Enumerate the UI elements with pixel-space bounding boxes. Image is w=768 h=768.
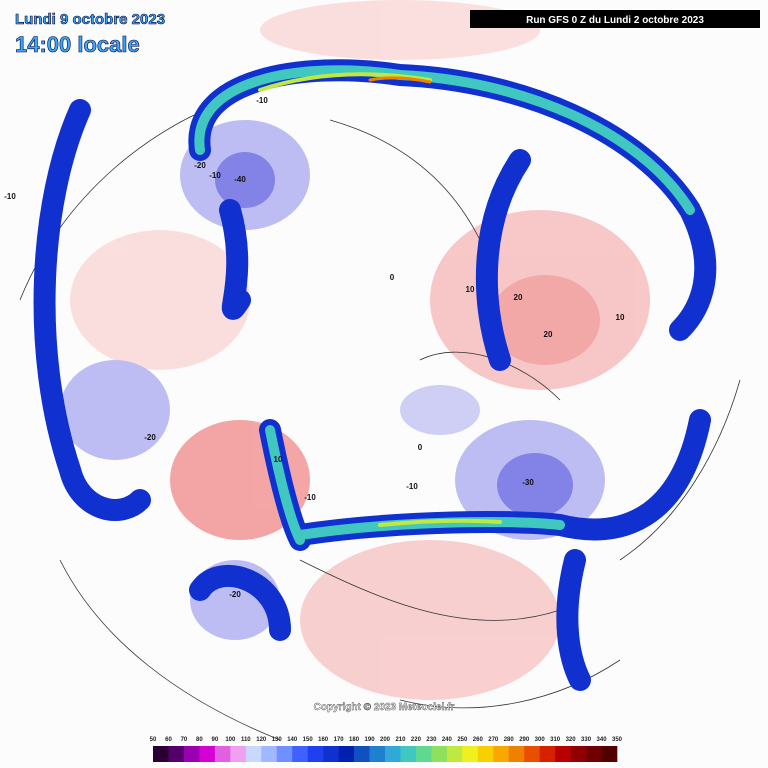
colorbar-label: 120 bbox=[256, 737, 267, 743]
colorbar-label: 90 bbox=[212, 737, 219, 743]
contour-label: 10 bbox=[616, 313, 625, 322]
contour-label: -10 bbox=[304, 493, 316, 502]
contour-label: -20 bbox=[229, 590, 241, 599]
colorbar-label: 60 bbox=[165, 737, 172, 743]
colorbar-label: 80 bbox=[196, 737, 203, 743]
colorbar-label: 240 bbox=[442, 737, 453, 743]
colorbar-swatch bbox=[539, 746, 556, 762]
colorbar-label: 150 bbox=[303, 737, 314, 743]
contour-labels: -40-20-10-10010202010-30-20-20-10100-10-… bbox=[4, 96, 625, 599]
contour-label: -10 bbox=[406, 482, 418, 491]
contour-label: -20 bbox=[144, 433, 156, 442]
colorbar-label: 200 bbox=[380, 737, 391, 743]
colorbar-swatch bbox=[586, 746, 602, 762]
colorbar-swatch bbox=[446, 746, 463, 762]
contour-label: 20 bbox=[544, 330, 553, 339]
colorbar-swatch bbox=[230, 746, 247, 762]
contour-label: 20 bbox=[514, 293, 523, 302]
colorbar-swatch bbox=[276, 746, 293, 762]
colorbar-label: 260 bbox=[473, 737, 484, 743]
jet-streams bbox=[33, 59, 717, 691]
colorbar-swatch bbox=[493, 746, 510, 762]
run-info: Run GFS 0 Z du Lundi 2 octobre 2023 bbox=[526, 15, 704, 26]
colorbar-label: 180 bbox=[349, 737, 360, 743]
colorbar-swatch bbox=[292, 746, 308, 762]
colorbar-swatch bbox=[601, 746, 618, 762]
colorbar-swatch bbox=[168, 746, 185, 762]
colorbar-label: 280 bbox=[504, 737, 515, 743]
colorbar-swatch bbox=[307, 746, 324, 762]
colorbar-swatch bbox=[431, 746, 448, 762]
colorbar: 50 60 70 80 90 100 110 120 130 140 150 160 170 180 190… bbox=[150, 737, 623, 762]
colorbar-swatch bbox=[214, 746, 231, 762]
colorbar-swatch bbox=[354, 746, 370, 762]
colorbar-label: 130 bbox=[272, 737, 283, 743]
colorbar-label: 300 bbox=[535, 737, 546, 743]
colorbar-swatch bbox=[323, 746, 339, 762]
colorbar-swatch bbox=[338, 746, 355, 762]
colorbar-label: 140 bbox=[287, 737, 298, 743]
colorbar-swatch bbox=[153, 746, 169, 762]
colorbar-swatch bbox=[570, 746, 587, 762]
colorbar-swatch bbox=[369, 746, 386, 762]
forecast-time: 14:00 locale bbox=[15, 32, 140, 57]
colorbar-label: 350 bbox=[612, 737, 623, 743]
colorbar-swatch bbox=[400, 746, 417, 762]
colorbar-label: 220 bbox=[411, 737, 422, 743]
anomaly-fields bbox=[60, 0, 650, 700]
colorbar-swatch bbox=[462, 746, 479, 762]
colorbar-label: 290 bbox=[519, 737, 530, 743]
colorbar-label: 230 bbox=[426, 737, 437, 743]
colorbar-label: 320 bbox=[566, 737, 577, 743]
colorbar-label: 70 bbox=[181, 737, 188, 743]
colorbar-swatch bbox=[261, 746, 278, 762]
colorbar-label: 270 bbox=[488, 737, 499, 743]
colorbar-label: 330 bbox=[581, 737, 592, 743]
contour-label: -10 bbox=[4, 192, 16, 201]
contour-label: 10 bbox=[466, 285, 475, 294]
copyright: Copyright © 2023 Meteociel.fr bbox=[314, 702, 455, 713]
colorbar-label: 50 bbox=[150, 737, 157, 743]
contour-label: -20 bbox=[194, 161, 206, 170]
colorbar-swatch bbox=[199, 746, 216, 762]
colorbar-swatch bbox=[245, 746, 262, 762]
colorbar-label: 190 bbox=[365, 737, 376, 743]
colorbar-swatch bbox=[183, 746, 200, 762]
colorbar-label: 170 bbox=[334, 737, 345, 743]
colorbar-swatch bbox=[555, 746, 571, 762]
colorbar-label: 100 bbox=[225, 737, 236, 743]
colorbar-label: 110 bbox=[241, 737, 251, 743]
colorbar-label: 250 bbox=[457, 737, 468, 743]
colorbar-swatch bbox=[477, 746, 494, 762]
contour-label: 0 bbox=[390, 273, 395, 282]
colorbar-swatch bbox=[524, 746, 540, 762]
colorbar-swatch bbox=[385, 746, 401, 762]
contour-label: -10 bbox=[256, 96, 268, 105]
colorbar-label: 160 bbox=[318, 737, 329, 743]
contour-label: -10 bbox=[209, 171, 221, 180]
contour-label: 0 bbox=[418, 443, 423, 452]
forecast-date: Lundi 9 octobre 2023 bbox=[15, 11, 165, 28]
contour-label: -40 bbox=[234, 175, 246, 184]
contour-label: -30 bbox=[522, 478, 534, 487]
colorbar-swatch bbox=[415, 746, 432, 762]
colorbar-swatch bbox=[508, 746, 525, 762]
colorbar-label: 210 bbox=[395, 737, 406, 743]
colorbar-label: 310 bbox=[550, 737, 561, 743]
run-box bbox=[470, 10, 760, 28]
contour-label: 10 bbox=[274, 455, 283, 464]
colorbar-label: 340 bbox=[597, 737, 608, 743]
